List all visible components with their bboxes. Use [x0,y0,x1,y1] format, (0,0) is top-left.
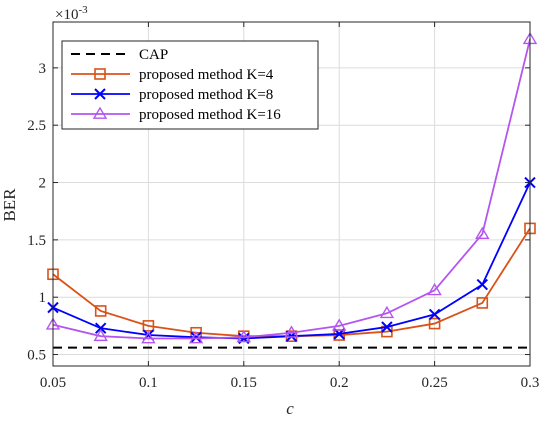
data-point-x-stroke [428,308,441,321]
legend-entry: CAP [71,47,168,63]
x-tick-label: 0.2 [330,375,349,391]
data-point-square [94,68,106,80]
data-point-x [190,331,202,344]
x-tick-label: 0.25 [421,375,447,391]
data-point-x [381,321,393,333]
legend-label: CAP [139,47,168,63]
data-point-x-stroke [190,331,202,344]
x-tick-label: 0.15 [231,375,257,391]
legend-label: proposed method K=16 [139,107,281,123]
series-2 [47,176,536,345]
legend-label: proposed method K=4 [139,67,274,83]
data-point-x [476,278,489,291]
x-tick-labels: 0.05 0.1 0.15 0.2 0.25 0.3 [40,375,540,391]
y-tick-label: 2 [39,176,47,192]
data-point-triangle [427,282,442,296]
data-point-square [476,297,489,309]
y-tick-label: 0.5 [27,348,46,364]
data-point-triangle [475,226,490,240]
data-point-triangle [188,331,204,344]
x-axis-label: c [286,399,294,418]
series-group [45,31,538,345]
data-point-triangle [331,318,347,331]
x-tick-label: 0.05 [40,375,66,391]
series-line [52,38,531,340]
data-point-x-stroke [94,88,106,100]
data-point-x [94,88,106,100]
y-axis-label: BER [0,188,19,222]
legend: CAP proposed method K=4 proposed method K=… [61,40,319,130]
data-point-square [94,305,107,317]
legend-entry: proposed method K=8 [71,87,273,103]
data-point-x-stroke [476,278,489,291]
y-tick-label: 2.5 [27,118,46,134]
axis-ticks [52,22,531,366]
legend-entry: proposed method K=16 [71,106,281,123]
y-tick-labels: 0.5 1 1.5 2 2.5 3 [27,61,46,364]
y-tick-label: 1 [39,290,47,306]
plot-frame [52,21,531,367]
data-point-triangle [93,328,108,342]
y-tick-label: 1.5 [27,233,46,249]
data-point-x [428,308,441,321]
x-tick-label: 0.1 [139,375,158,391]
data-point-x-stroke [94,322,107,334]
data-point-square [428,317,441,330]
x-tick-label: 0.3 [521,375,540,391]
data-point-square [142,320,155,332]
data-point-triangle [236,329,252,343]
data-point-triangle [141,331,156,344]
y-exponent-label: ×10-3 [55,4,88,23]
series-3 [45,31,538,344]
data-point-triangle [379,305,395,319]
data-point-x-stroke [381,321,393,333]
data-point-x [94,322,107,334]
data-point-triangle [92,106,108,119]
legend-label: proposed method K=8 [139,87,273,103]
y-tick-label: 3 [39,61,47,77]
legend-entry: proposed method K=4 [71,67,274,83]
data-point-triangle [284,325,299,338]
